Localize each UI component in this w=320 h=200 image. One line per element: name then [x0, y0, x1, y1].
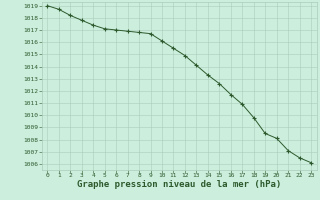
- X-axis label: Graphe pression niveau de la mer (hPa): Graphe pression niveau de la mer (hPa): [77, 180, 281, 189]
